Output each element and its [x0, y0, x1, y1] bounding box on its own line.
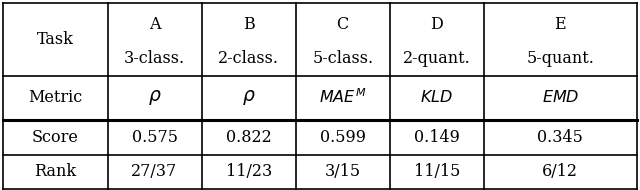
Text: $MAE^M$: $MAE^M$: [319, 89, 366, 107]
Text: 3-class.: 3-class.: [124, 50, 185, 67]
Text: 0.822: 0.822: [226, 129, 271, 146]
Text: 11/23: 11/23: [225, 163, 272, 180]
Text: 5-class.: 5-class.: [312, 50, 373, 67]
Text: 2-quant.: 2-quant.: [403, 50, 470, 67]
Text: Rank: Rank: [35, 163, 76, 180]
Text: C: C: [337, 16, 349, 33]
Text: $EMD$: $EMD$: [541, 89, 579, 106]
Text: $\rho$: $\rho$: [242, 88, 255, 107]
Text: 3/15: 3/15: [324, 163, 361, 180]
Text: A: A: [149, 16, 160, 33]
Text: E: E: [554, 16, 566, 33]
Text: B: B: [243, 16, 255, 33]
Text: 27/37: 27/37: [131, 163, 178, 180]
Text: 5-quant.: 5-quant.: [526, 50, 595, 67]
Text: 0.149: 0.149: [414, 129, 460, 146]
Text: 6/12: 6/12: [542, 163, 579, 180]
Text: $\rho$: $\rho$: [148, 88, 161, 107]
Text: Score: Score: [32, 129, 79, 146]
Text: Task: Task: [37, 31, 74, 48]
Text: $KLD$: $KLD$: [420, 89, 453, 106]
Text: D: D: [431, 16, 443, 33]
Text: 0.345: 0.345: [538, 129, 583, 146]
Text: 0.575: 0.575: [132, 129, 177, 146]
Text: 0.599: 0.599: [320, 129, 365, 146]
Text: Metric: Metric: [28, 89, 83, 106]
Text: 11/15: 11/15: [413, 163, 460, 180]
Text: 2-class.: 2-class.: [218, 50, 279, 67]
